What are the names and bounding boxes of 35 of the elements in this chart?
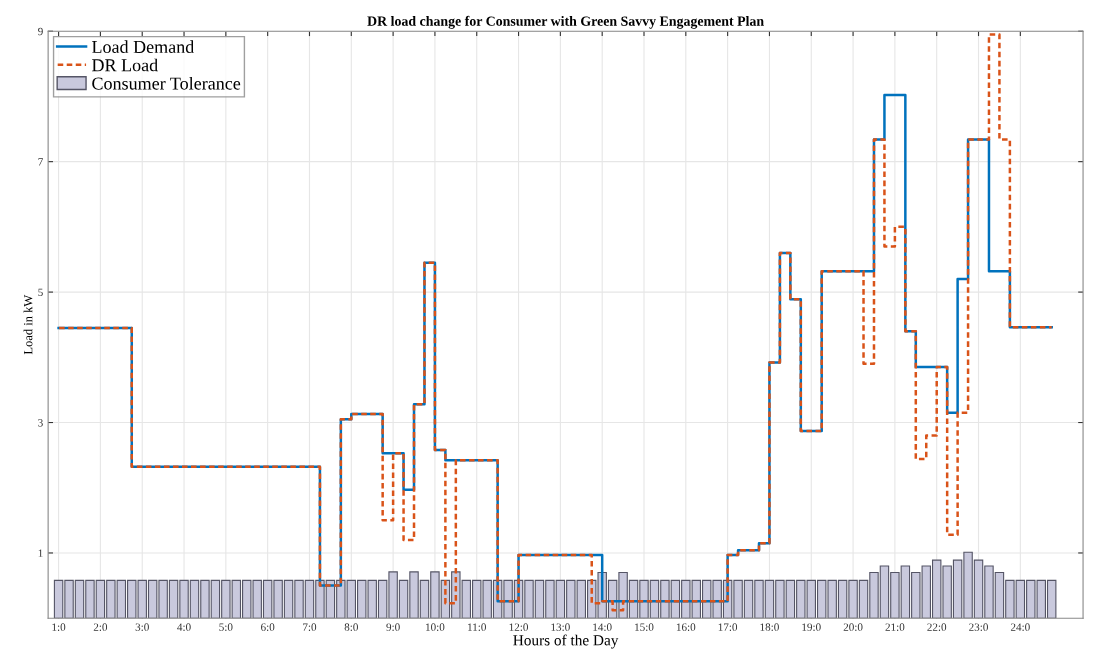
x-tick-label: 7:0 [303, 623, 317, 631]
x-tick-label: 11:0 [468, 623, 486, 631]
y-axis-title: Load in kW [23, 294, 33, 355]
x-tick-label: 23:0 [969, 623, 988, 631]
x-tick-label: 20:0 [843, 623, 863, 631]
x-tick-label: 3:0 [135, 623, 149, 631]
x-tick-label: 6:0 [261, 623, 275, 631]
x-tick-label: 14:0 [593, 623, 612, 631]
legend-label: DR Load [91, 58, 158, 72]
x-axis-title: Hours of the Day [513, 634, 619, 649]
y-tick-label: 3 [38, 419, 43, 427]
x-tick-label: 4:0 [177, 623, 191, 631]
x-tick-label: 18:0 [760, 623, 779, 631]
y-tick-label: 5 [38, 288, 43, 297]
legend-label: Load Demand [91, 40, 195, 54]
x-tick-label: 12:0 [509, 623, 529, 631]
x-tick-label: 15:0 [635, 623, 654, 631]
y-tick-label: 1 [38, 549, 43, 557]
y-tick-label: 9 [38, 27, 43, 36]
x-tick-label: 17:0 [718, 623, 738, 631]
x-tick-label: 13:0 [551, 623, 570, 631]
x-tick-label: 1:0 [52, 623, 66, 631]
x-tick-label: 24:0 [1010, 623, 1030, 631]
x-tick-label: 9:0 [386, 623, 400, 631]
x-tick-label: 22:0 [927, 623, 947, 631]
chart-title: DR load change for Consumer with Green Savvy Engagement Plan [367, 15, 764, 29]
x-tick-label: 10:0 [426, 623, 445, 631]
x-tick-label: 8:0 [344, 623, 358, 631]
legend-label: Consumer Tolerance [92, 76, 241, 90]
y-tick-label: 7 [38, 158, 43, 166]
x-tick-label: 2:0 [93, 623, 108, 631]
x-tick-label: 21:0 [885, 623, 905, 631]
x-tick-label: 19:0 [802, 623, 821, 631]
x-tick-label: 16:0 [676, 623, 696, 631]
x-tick-label: 5:0 [219, 623, 233, 631]
